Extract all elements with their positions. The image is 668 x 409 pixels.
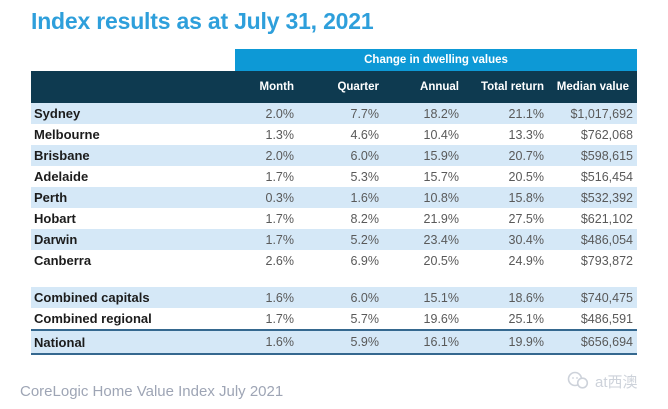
column-header-month: Month: [259, 81, 294, 93]
column-header-annual: Annual: [420, 81, 459, 93]
cell-total-return: 27.5%: [508, 211, 544, 226]
cell-quarter: 6.0%: [350, 290, 380, 305]
cell-annual: 10.8%: [423, 190, 459, 205]
cell-median-value: $532,392: [580, 190, 633, 205]
cell-month: 2.6%: [265, 253, 295, 268]
cell-median-value: $762,068: [580, 127, 633, 142]
cell-annual: 19.6%: [423, 311, 459, 326]
table-row: Darwin 1.7% 5.2% 23.4% 30.4% $486,054: [31, 229, 637, 250]
cell-annual: 10.4%: [423, 127, 459, 142]
table-row: Sydney 2.0% 7.7% 18.2% 21.1% $1,017,692: [31, 103, 637, 124]
group-header-change-in-dwelling-values: Change in dwelling values: [235, 49, 637, 71]
row-label: Adelaide: [34, 169, 89, 184]
cell-quarter: 6.9%: [350, 253, 380, 268]
cell-total-return: 24.9%: [508, 253, 544, 268]
cell-annual: 21.9%: [423, 211, 459, 226]
page-title: Index results as at July 31, 2021: [31, 8, 374, 34]
row-label: Brisbane: [34, 148, 90, 163]
row-label: National: [34, 334, 86, 350]
table-row: Combined regional 1.7% 5.7% 19.6% 25.1% …: [31, 308, 637, 329]
cell-annual: 15.7%: [423, 169, 459, 184]
cell-median-value: $793,872: [580, 253, 633, 268]
cell-median-value: $598,615: [580, 148, 633, 163]
cell-annual: 20.5%: [423, 253, 459, 268]
column-header-quarter: Quarter: [337, 81, 379, 93]
watermark: at西澳: [566, 370, 638, 392]
table-body: Sydney 2.0% 7.7% 18.2% 21.1% $1,017,692 …: [31, 103, 637, 355]
row-label: Combined capitals: [34, 290, 150, 305]
row-label: Melbourne: [34, 127, 100, 142]
cell-quarter: 5.3%: [350, 169, 380, 184]
cell-month: 1.7%: [265, 311, 295, 326]
source-caption: CoreLogic Home Value Index July 2021: [20, 383, 284, 400]
cell-median-value: $656,694: [580, 335, 633, 349]
table-row: Perth 0.3% 1.6% 10.8% 15.8% $532,392: [31, 187, 637, 208]
cell-median-value: $1,017,692: [570, 106, 633, 121]
cell-quarter: 1.6%: [350, 190, 380, 205]
cell-month: 1.6%: [265, 290, 295, 305]
wechat-bubbles-icon: [567, 371, 589, 389]
group-header-spacer: [31, 49, 235, 71]
row-label: Combined regional: [34, 311, 152, 326]
cell-quarter: 5.7%: [350, 311, 380, 326]
cell-quarter: 5.9%: [350, 335, 380, 349]
cell-quarter: 5.2%: [350, 232, 380, 247]
cell-annual: 16.1%: [423, 335, 459, 349]
cell-quarter: 6.0%: [350, 148, 380, 163]
cell-annual: 18.2%: [423, 106, 459, 121]
row-label: Canberra: [34, 253, 92, 268]
cell-annual: 15.9%: [423, 148, 459, 163]
row-label: Sydney: [34, 106, 81, 121]
cell-total-return: 13.3%: [508, 127, 544, 142]
table-row: National 1.6% 5.9% 16.1% 19.9% $656,694: [31, 329, 637, 355]
cell-month: 2.0%: [265, 106, 295, 121]
table-row: Canberra 2.6% 6.9% 20.5% 24.9% $793,872: [31, 250, 637, 271]
cell-total-return: 30.4%: [508, 232, 544, 247]
cell-quarter: 4.6%: [350, 127, 380, 142]
cell-total-return: 20.5%: [508, 169, 544, 184]
cell-median-value: $486,054: [580, 232, 633, 247]
cell-quarter: 8.2%: [350, 211, 380, 226]
cell-month: 0.3%: [265, 190, 295, 205]
cell-total-return: 21.1%: [508, 106, 544, 121]
row-label: Perth: [34, 190, 68, 205]
cell-total-return: 25.1%: [508, 311, 544, 326]
cell-month: 1.6%: [265, 335, 295, 349]
index-results-table: Change in dwelling values Month Quarter …: [31, 49, 637, 355]
table-row: Brisbane 2.0% 6.0% 15.9% 20.7% $598,615: [31, 145, 637, 166]
cell-month: 1.3%: [265, 127, 295, 142]
cell-median-value: $516,454: [580, 169, 633, 184]
table-row: Combined capitals 1.6% 6.0% 15.1% 18.6% …: [31, 287, 637, 308]
cell-total-return: 18.6%: [508, 290, 544, 305]
cell-median-value: $621,102: [580, 211, 633, 226]
cell-total-return: 19.9%: [508, 335, 544, 349]
column-header-total-return: Total return: [480, 81, 544, 93]
cell-total-return: 15.8%: [508, 190, 544, 205]
cell-median-value: $486,591: [580, 311, 633, 326]
cell-median-value: $740,475: [580, 290, 633, 305]
column-header-median-value: Median value: [556, 81, 629, 93]
row-label: Hobart: [34, 211, 76, 226]
table-group-header-row: Change in dwelling values: [31, 49, 637, 71]
cell-total-return: 20.7%: [508, 148, 544, 163]
table-header-row: Month Quarter Annual Total return Median…: [31, 71, 637, 103]
cell-annual: 15.1%: [423, 290, 459, 305]
row-label: Darwin: [34, 232, 78, 247]
table-row: Melbourne 1.3% 4.6% 10.4% 13.3% $762,068: [31, 124, 637, 145]
watermark-text: at西澳: [595, 373, 638, 391]
cell-month: 1.7%: [265, 211, 295, 226]
table-row: Adelaide 1.7% 5.3% 15.7% 20.5% $516,454: [31, 166, 637, 187]
table-section-gap: [31, 271, 637, 287]
cell-month: 2.0%: [265, 148, 295, 163]
cell-annual: 23.4%: [423, 232, 459, 247]
cell-quarter: 7.7%: [350, 106, 380, 121]
cell-month: 1.7%: [265, 169, 295, 184]
cell-month: 1.7%: [265, 232, 295, 247]
table-row: Hobart 1.7% 8.2% 21.9% 27.5% $621,102: [31, 208, 637, 229]
